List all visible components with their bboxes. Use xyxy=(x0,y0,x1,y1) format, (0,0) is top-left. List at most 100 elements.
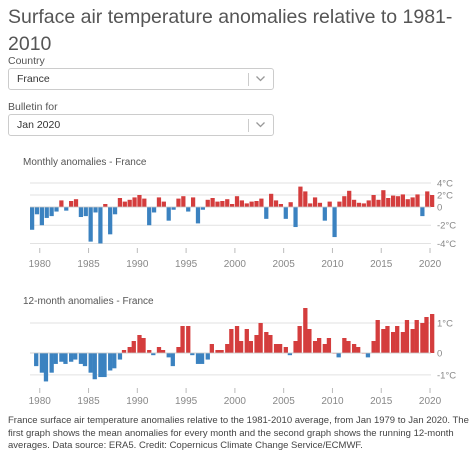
anomaly-bar xyxy=(381,190,386,207)
anomaly-bar xyxy=(49,207,54,217)
anomaly-bar xyxy=(151,207,157,213)
x-tick-label: 1980 xyxy=(29,259,52,270)
anomaly-bar xyxy=(132,197,137,207)
anomaly-bar xyxy=(156,347,162,353)
anomaly-bar xyxy=(186,207,191,212)
anomaly-bar xyxy=(225,199,230,207)
anomaly-bar xyxy=(49,353,54,373)
anomaly-bar xyxy=(322,344,327,353)
anomaly-bar xyxy=(395,326,400,353)
anomaly-bar xyxy=(73,353,78,360)
x-tick-label: 2005 xyxy=(273,396,296,407)
chevron-down-icon[interactable] xyxy=(254,72,267,85)
anomaly-bar xyxy=(215,350,220,353)
anomaly-bar xyxy=(430,195,435,207)
anomaly-bar xyxy=(34,353,39,367)
anomaly-bar xyxy=(117,198,123,207)
anomaly-bar xyxy=(205,199,210,207)
anomaly-bar xyxy=(385,326,390,353)
anomaly-bar xyxy=(239,200,245,207)
anomaly-bar xyxy=(293,341,298,353)
anomaly-bar xyxy=(332,207,337,238)
anomaly-bar xyxy=(273,344,279,353)
country-select-value: France xyxy=(17,73,50,85)
anomaly-bar xyxy=(259,198,264,207)
anomaly-bar xyxy=(381,329,386,353)
anomaly-bar xyxy=(278,204,284,207)
anomaly-bar xyxy=(410,329,415,353)
anomaly-bar xyxy=(371,341,376,353)
anomaly-bar xyxy=(210,198,215,207)
anomaly-bar xyxy=(317,202,323,207)
anomaly-bar xyxy=(181,196,186,207)
anomaly-bar xyxy=(404,320,410,353)
anomaly-bar xyxy=(361,203,366,207)
anomaly-bar xyxy=(160,350,166,353)
anomaly-bar xyxy=(351,344,357,353)
anomaly-bar xyxy=(166,207,171,221)
anomaly-bar xyxy=(137,195,142,207)
anomaly-bar xyxy=(425,191,430,207)
select-divider xyxy=(248,73,249,86)
anomaly-bar xyxy=(303,191,308,207)
x-tick-label: 2010 xyxy=(321,396,344,407)
anomaly-bar xyxy=(195,207,201,224)
x-tick-label: 1980 xyxy=(29,396,52,407)
anomaly-bar xyxy=(264,207,269,219)
country-select[interactable]: France xyxy=(8,68,274,90)
x-tick-label: 2000 xyxy=(224,259,247,270)
anomaly-bar xyxy=(351,199,357,207)
anomaly-bar xyxy=(347,190,352,207)
twelve-month-anomalies-svg: 12-month anomalies - France -1°C 0 1°C 1980 1… xyxy=(23,296,456,407)
anomaly-bar xyxy=(420,207,425,217)
anomaly-bar xyxy=(205,353,210,360)
anomaly-bar xyxy=(180,326,185,353)
anomaly-bar xyxy=(64,207,69,211)
anomaly-bar xyxy=(98,207,103,244)
anomaly-bar xyxy=(190,197,196,207)
y-tick-label: 1°C xyxy=(437,319,453,330)
anomaly-bar xyxy=(269,193,274,207)
anomaly-bar xyxy=(103,204,108,207)
anomaly-bar xyxy=(312,197,318,207)
anomaly-bar xyxy=(54,207,59,212)
anomaly-bar xyxy=(283,207,288,219)
x-tick-label: 1990 xyxy=(126,396,149,407)
chart-caption: France surface air temperature anomalies… xyxy=(8,415,469,451)
anomaly-bar xyxy=(83,207,88,217)
anomaly-bar xyxy=(112,207,118,215)
anomaly-bar xyxy=(326,338,332,353)
anomaly-bar xyxy=(78,353,84,364)
anomaly-bar xyxy=(288,202,293,207)
anomaly-bar xyxy=(254,335,259,353)
anomaly-bar xyxy=(317,338,322,353)
anomaly-bar xyxy=(166,353,171,358)
anomaly-bar xyxy=(356,347,361,353)
anomaly-bar xyxy=(102,353,107,378)
anomaly-bar xyxy=(195,353,201,364)
anomaly-bar xyxy=(400,332,406,353)
y-tick-label: -4°C xyxy=(437,239,456,250)
anomaly-bar xyxy=(73,199,79,207)
anomaly-bar xyxy=(151,353,156,356)
chevron-down-icon[interactable] xyxy=(254,118,267,131)
bulletin-select[interactable]: Jan 2020 xyxy=(8,114,274,136)
x-tick-label: 1995 xyxy=(175,396,198,407)
x-tick-label: 1985 xyxy=(77,259,100,270)
anomaly-bar xyxy=(390,195,396,207)
monthly-anomalies-chart: Monthly anomalies - France -4°C -2°C 0 2°C 4°… xyxy=(0,155,474,278)
anomaly-bar xyxy=(312,341,318,353)
x-tick-label: 2015 xyxy=(370,396,393,407)
anomaly-bar xyxy=(225,344,230,353)
anomaly-bar xyxy=(307,329,312,353)
anomaly-bar xyxy=(59,353,64,362)
anomaly-bar xyxy=(53,353,58,364)
anomaly-bar xyxy=(234,326,240,353)
select-divider xyxy=(248,119,249,132)
anomaly-bar xyxy=(147,350,152,353)
anomaly-bar xyxy=(69,353,74,362)
anomaly-bar xyxy=(170,353,175,367)
anomaly-bar xyxy=(30,207,35,230)
anomaly-bar xyxy=(131,341,136,353)
x-tick-label: 2015 xyxy=(370,259,393,270)
